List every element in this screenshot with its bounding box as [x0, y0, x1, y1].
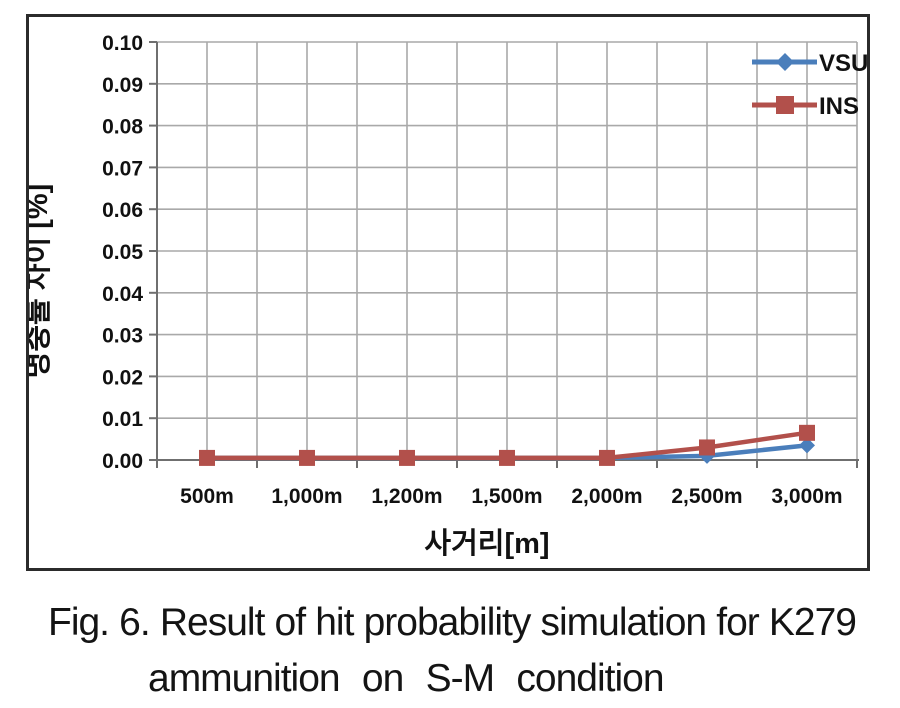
y-tick-label: 0.07: [102, 157, 143, 180]
y-tick-label: 0.08: [102, 116, 143, 139]
y-tick-label: 0.01: [102, 408, 143, 431]
chart-figure: 0.10 0.09 0.08 0.07 0.06 0.05 0.04 0.03 0.02 0.01…: [26, 14, 870, 571]
y-tick-label: 0.03: [102, 325, 143, 348]
y-axis-title: 명중률 차이 [%]: [29, 184, 54, 379]
marker-diamond-vsu: [799, 437, 815, 454]
legend-marker-ins: [776, 96, 794, 114]
y-tick-label: 0.02: [102, 366, 143, 389]
marker-square-ins: [599, 449, 615, 466]
legend-label-vsu: VSU: [819, 50, 867, 77]
x-tick-label: 1,500m: [471, 485, 542, 508]
y-tick-label: 0.09: [102, 74, 143, 97]
marker-square-ins: [699, 439, 715, 456]
figure-caption-line1: Fig. 6. Result of hit probability simula…: [48, 601, 857, 644]
marker-square-ins: [299, 449, 315, 466]
x-axis-title: 사거리[m]: [424, 527, 549, 560]
x-tick-label: 2,000m: [571, 485, 642, 508]
figure-caption: Fig. 6. Result of hit probability simula…: [0, 595, 900, 707]
y-tick-label: 0.05: [102, 241, 143, 264]
y-tick-label: 0.04: [102, 283, 143, 306]
y-tick-label: 0.00: [102, 450, 143, 473]
legend-marker-vsu: [776, 53, 794, 71]
marker-square-ins: [199, 449, 215, 466]
y-tick-label: 0.10: [102, 32, 143, 55]
figure-caption-line2: ammunition on S-M condition: [148, 657, 665, 700]
legend-label-ins: INS: [819, 93, 859, 120]
marker-square-ins: [799, 424, 815, 441]
x-tick-label: 2,500m: [671, 485, 742, 508]
x-tick-label: 3,000m: [771, 485, 842, 508]
x-tick-label: 500m: [180, 485, 234, 508]
marker-square-ins: [499, 449, 515, 466]
x-tick-label: 1,200m: [371, 485, 442, 508]
y-tick-label: 0.06: [102, 199, 143, 222]
chart-canvas: 0.10 0.09 0.08 0.07 0.06 0.05 0.04 0.03 0.02 0.01…: [29, 32, 867, 560]
marker-square-ins: [399, 449, 415, 466]
x-tick-label: 1,000m: [271, 485, 342, 508]
